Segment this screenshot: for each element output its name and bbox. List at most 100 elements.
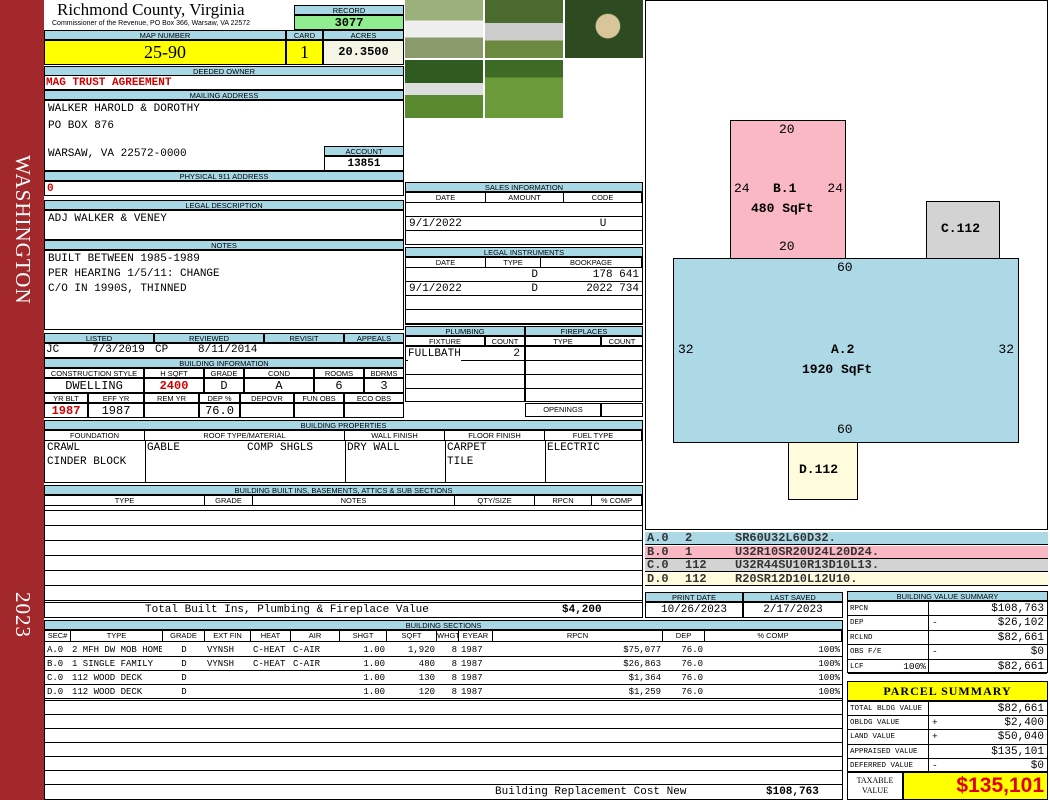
building-info-table: CONSTRUCTION STYLE H SQFT GRADE COND ROOMS BD…	[44, 368, 404, 418]
legend-code: 112	[685, 571, 707, 586]
photo-house[interactable]	[405, 0, 483, 58]
listed-date: 7/3/2019	[92, 344, 145, 356]
table-cell: 100%	[818, 645, 840, 655]
property-value: DRY WALL	[347, 442, 400, 454]
column-divider	[445, 440, 446, 483]
table-cell: C.0	[47, 673, 64, 683]
building-info-value: D	[204, 378, 244, 393]
column-header: AIR	[291, 631, 340, 642]
openings-value	[601, 403, 643, 417]
count-col: COUNT	[485, 336, 525, 346]
building-info-value: A	[244, 378, 314, 393]
summary-label: APPRAISED VALUE	[850, 747, 918, 756]
summary-row: TOTAL BLDG VALUE $82,661	[848, 702, 1047, 717]
summary-label: RPCN	[850, 605, 869, 613]
fireplace-rows	[525, 346, 643, 402]
table-cell: C-HEAT	[253, 659, 286, 669]
builtins-label: BUILDING BUILT INS, BASEMENTS, ATTICS & …	[44, 485, 643, 495]
column-header: DEPOVR	[240, 393, 294, 403]
map-number: 25-90	[44, 40, 286, 65]
column-header: BDRMS	[364, 368, 404, 378]
last-saved-label: LAST SAVED	[743, 592, 843, 602]
record-number: 3077	[294, 15, 404, 30]
county-title: Richmond County, Virginia	[57, 0, 245, 19]
value-summary-table: RPCN $108,763 DEP - $26,102 RCLND $82,661 OBS F…	[847, 601, 1048, 674]
summary-label: OBLDG VALUE	[850, 719, 900, 728]
revisit-label: REVISIT	[264, 333, 344, 343]
table-row	[406, 231, 642, 245]
table-row	[406, 296, 642, 310]
summary-row: OBS F/E - $0	[848, 645, 1047, 660]
building-info-value	[144, 403, 199, 418]
table-cell: VYNSH	[207, 659, 235, 669]
legend-path: U32R10SR20U24L20D24.	[735, 544, 880, 559]
column-header: DATE	[406, 258, 486, 268]
fp-count-col: COUNT	[601, 336, 643, 346]
fixture-name: FULLBATH	[408, 347, 461, 362]
photo-shed[interactable]	[565, 0, 643, 58]
table-cell: 8	[451, 687, 457, 697]
legend-section: D.0	[647, 571, 669, 586]
column-divider	[928, 645, 929, 659]
summary-row: OBLDG VALUE + $2,400	[848, 716, 1047, 731]
building-info-value: 3	[364, 378, 404, 393]
table-row: 9/1/2022 D 2022 734	[406, 282, 642, 296]
account-label: ACCOUNT	[324, 146, 404, 156]
legend-path: R20SR12D10L12U10.	[735, 571, 858, 586]
summary-value: $82,661	[997, 631, 1044, 644]
summary-row: DEFERRED VALUE - $0	[848, 758, 1047, 773]
column-header: % COMP	[592, 496, 642, 506]
photo-house[interactable]	[405, 60, 483, 118]
building-info-value: 1987	[44, 403, 88, 418]
legend-section: A.0	[647, 531, 669, 545]
building-info-value: DWELLING	[44, 378, 144, 393]
column-header: TYPE	[45, 496, 205, 506]
column-header: ECO OBS	[344, 393, 404, 403]
dim-label: 24	[734, 181, 750, 196]
reviewed-by: CP	[155, 344, 169, 356]
table-cell: 9/1/2022	[409, 283, 462, 295]
table-cell: 2 MFH DW MOB HOME	[72, 645, 162, 655]
fireplaces-label: FIREPLACES	[525, 326, 643, 336]
builtins-total-label: Total Built Ins, Plumbing & Fireplace Va…	[145, 604, 429, 616]
sketch-section-b[interactable]: 20 24 24 20 B.1 480 SqFt	[730, 120, 846, 259]
physical-address: 0	[44, 181, 404, 196]
legal-label: LEGAL DESCRIPTION	[44, 200, 404, 210]
summary-label: DEFERRED VALUE	[850, 761, 914, 770]
summary-row: APPRAISED VALUE $135,101	[848, 744, 1047, 759]
table-cell: 112 WOOD DECK	[72, 673, 143, 683]
column-header: QTY/SIZE	[455, 496, 535, 506]
column-header: AMOUNT	[486, 193, 564, 203]
table-cell: C-HEAT	[253, 645, 286, 655]
legend-code: 2	[685, 531, 693, 545]
column-header: CODE	[564, 193, 642, 203]
building-info-label: BUILDING INFORMATION	[44, 358, 404, 368]
deeded-owner: MAG TRUST AGREEMENT	[44, 75, 404, 90]
summary-value: $135,101	[991, 745, 1044, 758]
summary-sign: 100%	[903, 660, 926, 672]
column-divider	[928, 716, 929, 730]
photo-sign[interactable]	[485, 60, 563, 118]
property-value: TILE	[447, 456, 474, 468]
column-divider	[545, 440, 546, 483]
table-cell: A.0	[47, 645, 64, 655]
address-line: WARSAW, VA 22572-0000	[48, 148, 187, 160]
column-divider	[145, 440, 146, 483]
legend-row: A.0 2 SR60U32L60D32.	[645, 532, 1048, 545]
sketch-section-a[interactable]: 60 32 32 60 A.2 1920 SqFt	[673, 258, 1019, 443]
sketch-section-d[interactable]: D.112	[788, 442, 858, 500]
column-header: NOTES	[253, 496, 455, 506]
mailing-label: MAILING ADDRESS	[44, 90, 404, 100]
summary-value: $0	[1030, 759, 1044, 772]
column-header: REM YR	[144, 393, 199, 403]
column-header: BOOKPAGE	[541, 258, 642, 268]
builtins-table: TYPE GRADE NOTES QTY/SIZE RPCN% COMP	[44, 495, 643, 603]
fp-type-col: TYPE	[525, 336, 601, 346]
column-header: CONSTRUCTION STYLE	[44, 368, 144, 378]
table-cell: 112 WOOD DECK	[72, 687, 143, 697]
legend-row: D.0 112 R20SR12D10L12U10.	[645, 571, 1048, 586]
photo-house[interactable]	[485, 0, 563, 58]
section-area: 1920 SqFt	[802, 362, 873, 377]
building-info-value	[344, 403, 404, 418]
sketch-section-c[interactable]: C.112	[926, 201, 1000, 259]
